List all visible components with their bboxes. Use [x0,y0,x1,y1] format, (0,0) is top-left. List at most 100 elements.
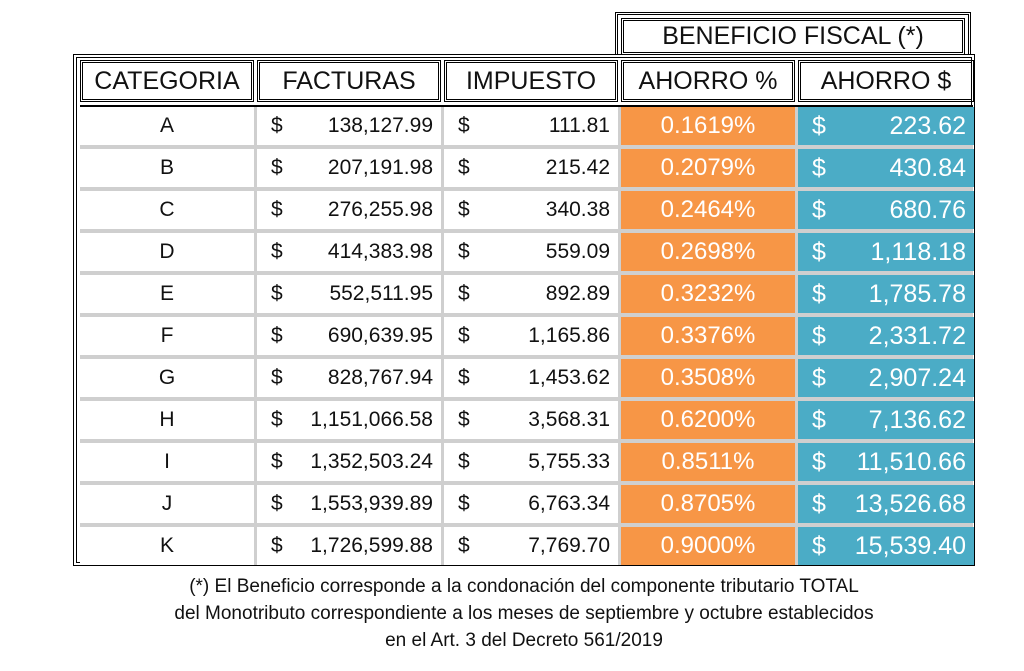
cell-ahorro-pct: 0.8511% [621,443,795,481]
cell-impuesto: $3,568.31 [444,401,618,439]
currency-symbol: $ [812,531,826,560]
cell-categoria: C [80,191,254,229]
ahorro-value: 13,526.68 [854,489,966,518]
currency-symbol: $ [812,237,826,266]
currency-symbol: $ [271,324,283,347]
currency-symbol: $ [271,198,283,221]
cell-facturas: $207,191.98 [257,149,441,187]
facturas-value: 552,511.95 [329,282,433,305]
currency-symbol: $ [458,156,470,179]
cell-facturas: $414,383.98 [257,233,441,271]
facturas-value: 1,553,939.89 [310,492,433,515]
header-categoria: CATEGORIA [80,60,254,102]
cell-facturas: $1,726,599.88 [257,527,441,565]
currency-symbol: $ [271,282,283,305]
cell-impuesto: $340.38 [444,191,618,229]
impuesto-value: 340.38 [545,198,610,221]
impuesto-value: 3,568.31 [528,408,610,431]
cell-impuesto: $5,755.33 [444,443,618,481]
footnote-line: en el Art. 3 del Decreto 561/2019 [385,630,663,651]
currency-symbol: $ [271,534,283,557]
header-ahorro-pct: AHORRO % [621,60,795,102]
currency-symbol: $ [458,534,470,557]
cell-ahorro-usd: $430.84 [798,149,974,187]
ahorro-value: 15,539.40 [854,531,966,560]
impuesto-value: 5,755.33 [528,450,610,473]
footnote-line: (*) El Beneficio corresponde a la condon… [189,576,859,597]
cell-facturas: $1,352,503.24 [257,443,441,481]
cell-categoria: I [80,443,254,481]
currency-symbol: $ [458,240,470,263]
cell-ahorro-pct: 0.3232% [621,275,795,313]
cell-ahorro-usd: $680.76 [798,191,974,229]
beneficio-fiscal-header-box: BENEFICIO FISCAL (*) [615,12,971,55]
currency-symbol: $ [271,114,283,137]
cell-facturas: $828,767.94 [257,359,441,397]
cell-categoria: H [80,401,254,439]
monotributo-table: CATEGORIA FACTURAS IMPUESTO AHORRO % AHO… [73,54,975,566]
cell-ahorro-pct: 0.1619% [621,107,795,145]
ahorro-value: 223.62 [889,111,966,140]
ahorro-value: 2,331.72 [868,321,966,350]
facturas-value: 138,127.99 [327,114,433,137]
cell-ahorro-usd: $2,331.72 [798,317,974,355]
cell-ahorro-pct: 0.2464% [621,191,795,229]
cell-ahorro-pct: 0.3376% [621,317,795,355]
currency-symbol: $ [812,153,826,182]
currency-symbol: $ [458,408,470,431]
cell-ahorro-pct: 0.9000% [621,527,795,565]
cell-categoria: F [80,317,254,355]
cell-ahorro-usd: $13,526.68 [798,485,974,523]
cell-impuesto: $1,453.62 [444,359,618,397]
currency-symbol: $ [458,114,470,137]
currency-symbol: $ [271,366,283,389]
currency-symbol: $ [458,450,470,473]
cell-ahorro-usd: $1,118.18 [798,233,974,271]
currency-symbol: $ [458,366,470,389]
cell-categoria: E [80,275,254,313]
cell-ahorro-usd: $223.62 [798,107,974,145]
cell-facturas: $552,511.95 [257,275,441,313]
currency-symbol: $ [812,279,826,308]
impuesto-value: 7,769.70 [528,534,610,557]
currency-symbol: $ [458,492,470,515]
cell-impuesto: $7,769.70 [444,527,618,565]
impuesto-value: 215.42 [545,156,610,179]
currency-symbol: $ [271,156,283,179]
cell-facturas: $1,151,066.58 [257,401,441,439]
facturas-value: 828,767.94 [327,366,433,389]
table-body: A $138,127.99 $111.81 0.1619% $223.62 B $207,1… [80,105,974,565]
currency-symbol: $ [458,282,470,305]
cell-impuesto: $1,165.86 [444,317,618,355]
cell-ahorro-usd: $7,136.62 [798,401,974,439]
cell-facturas: $1,553,939.89 [257,485,441,523]
currency-symbol: $ [812,447,826,476]
ahorro-value: 680.76 [889,195,966,224]
currency-symbol: $ [812,489,826,518]
facturas-value: 1,151,066.58 [310,408,433,431]
cell-categoria: A [80,107,254,145]
ahorro-value: 7,136.62 [868,405,966,434]
facturas-value: 414,383.98 [327,240,433,263]
ahorro-value: 430.84 [889,153,966,182]
ahorro-value: 1,118.18 [870,237,966,266]
impuesto-value: 111.81 [548,114,610,137]
cell-ahorro-pct: 0.8705% [621,485,795,523]
cell-impuesto: $215.42 [444,149,618,187]
cell-facturas: $690,639.95 [257,317,441,355]
cell-facturas: $138,127.99 [257,107,441,145]
cell-impuesto: $111.81 [444,107,618,145]
cell-ahorro-pct: 0.6200% [621,401,795,439]
impuesto-value: 892.89 [545,282,610,305]
ahorro-value: 2,907.24 [868,363,966,392]
currency-symbol: $ [812,405,826,434]
cell-impuesto: $559.09 [444,233,618,271]
cell-ahorro-usd: $1,785.78 [798,275,974,313]
cell-categoria: D [80,233,254,271]
facturas-value: 690,639.95 [327,324,433,347]
cell-ahorro-pct: 0.3508% [621,359,795,397]
facturas-value: 1,726,599.88 [310,534,433,557]
currency-symbol: $ [271,492,283,515]
cell-ahorro-usd: $11,510.66 [798,443,974,481]
footnote-line: del Monotributo correspondiente a los me… [174,603,874,624]
